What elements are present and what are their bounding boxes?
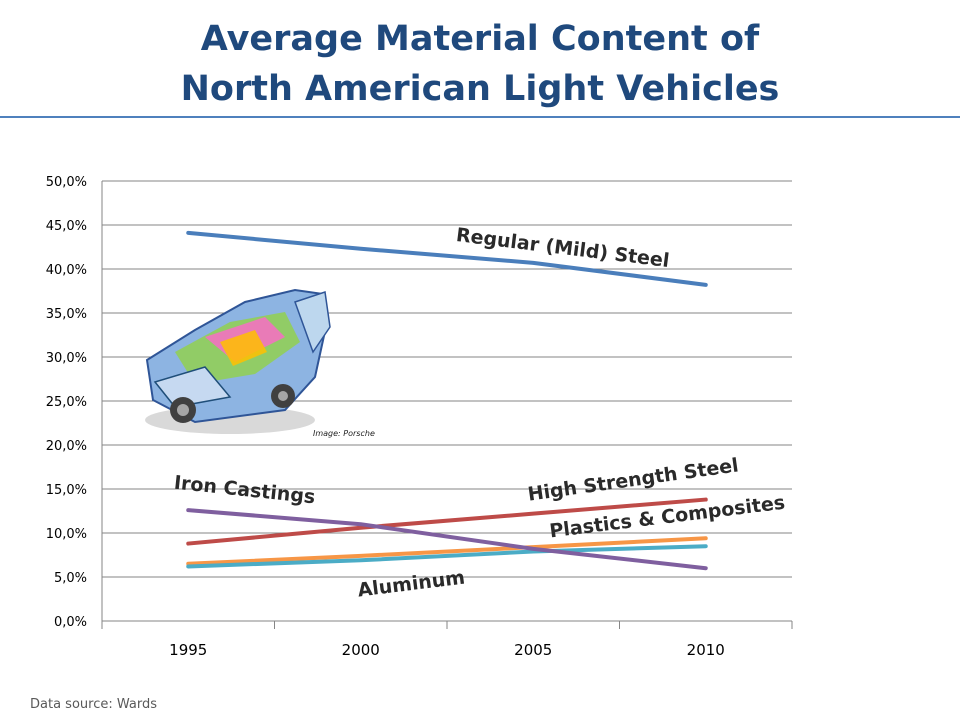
x-tick-label: 2010	[687, 641, 725, 659]
y-tick-label: 40,0%	[46, 263, 87, 278]
series-line	[186, 508, 708, 571]
series-line	[186, 497, 708, 546]
series-label: Aluminum	[356, 567, 466, 602]
data-source: Data source: Wards	[30, 697, 157, 712]
x-tick-label: 1995	[169, 641, 207, 659]
chart-title: Average Material Content of North Americ…	[0, 14, 960, 114]
series-line	[186, 544, 708, 569]
y-tick-label: 15,0%	[46, 483, 87, 498]
title-line-2: North American Light Vehicles	[180, 69, 780, 109]
y-tick-label: 35,0%	[46, 307, 87, 322]
title-line-1: Average Material Content of	[200, 19, 760, 59]
y-tick-label: 0,0%	[54, 615, 87, 630]
y-tick-label: 5,0%	[54, 571, 87, 586]
y-axis-ticks: 0,0% 5,0% 10,0% 15,0% 20,0% 25,0% 30,0% 35,0% 40…	[46, 175, 87, 630]
car-body-image	[145, 288, 331, 434]
series-label: High Strength Steel	[526, 454, 740, 505]
series-line	[186, 230, 708, 287]
y-tick-label: 45,0%	[46, 219, 87, 234]
y-tick-label: 20,0%	[46, 439, 87, 454]
image-credit: Image: Porsche	[313, 429, 375, 438]
x-tick-label: 2005	[514, 641, 552, 659]
series-label: Plastics & Composites	[548, 492, 786, 543]
series-line	[186, 536, 708, 566]
y-tick-label: 25,0%	[46, 395, 87, 410]
x-axis-ticks: 1995 2000 2005 2010	[169, 641, 725, 659]
title-divider	[0, 116, 960, 118]
series-label: Iron Castings	[173, 472, 316, 509]
x-tick-label: 2000	[342, 641, 380, 659]
y-tick-label: 10,0%	[46, 527, 87, 542]
series-lines	[186, 230, 708, 571]
y-tick-label: 50,0%	[46, 175, 87, 190]
y-tick-label: 30,0%	[46, 351, 87, 366]
